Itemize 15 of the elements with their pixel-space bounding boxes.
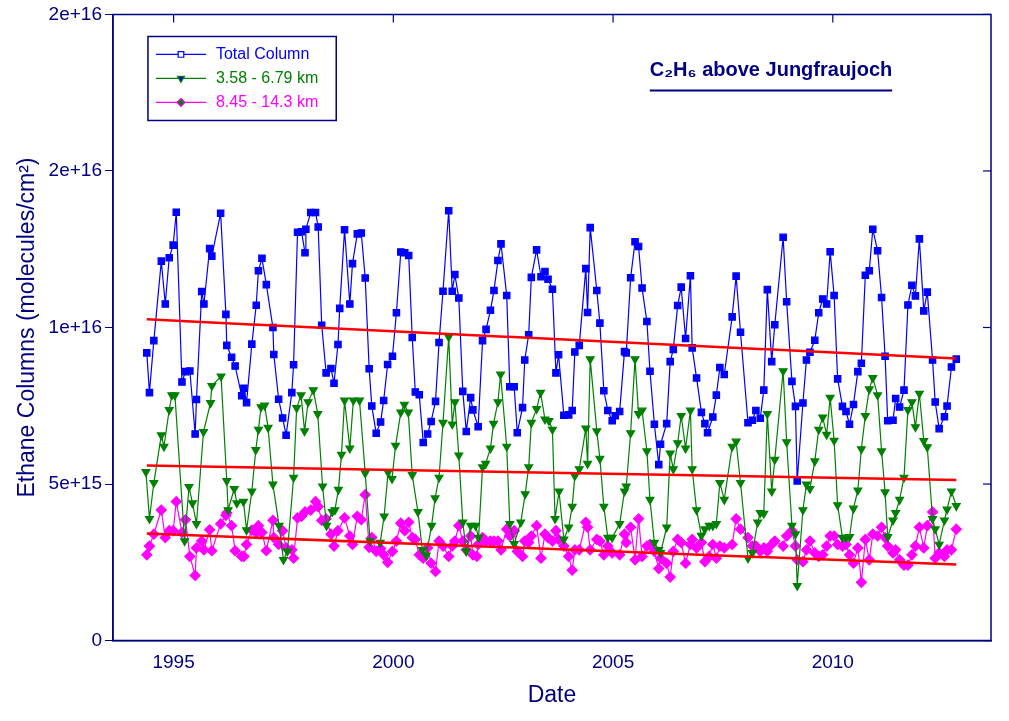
y-tick-label: 1e+16 bbox=[48, 315, 102, 337]
x-tick-label: 2010 bbox=[811, 651, 854, 673]
text: C₂H₆ above Jungfraujoch bbox=[649, 58, 893, 81]
y-axis-title: Ethane Columns (molecules/cm²) bbox=[13, 157, 40, 498]
legend-label: 8.45 - 14.3 km bbox=[215, 92, 319, 110]
x-axis-title: Date bbox=[527, 680, 577, 707]
x-tick-label: 2000 bbox=[372, 651, 415, 673]
legend-label: 3.58 - 6.79 km bbox=[215, 68, 319, 86]
y-tick-label: 5e+15 bbox=[48, 472, 102, 494]
x-tick-label: 1995 bbox=[152, 651, 195, 673]
y-tick-label: 2e+16 bbox=[48, 159, 102, 181]
y-tick-label: 0 bbox=[91, 628, 102, 650]
legend-label: Total Column bbox=[215, 44, 310, 62]
y-tick-label: 2e+16 bbox=[48, 2, 102, 24]
x-tick-label: 2005 bbox=[591, 651, 635, 673]
